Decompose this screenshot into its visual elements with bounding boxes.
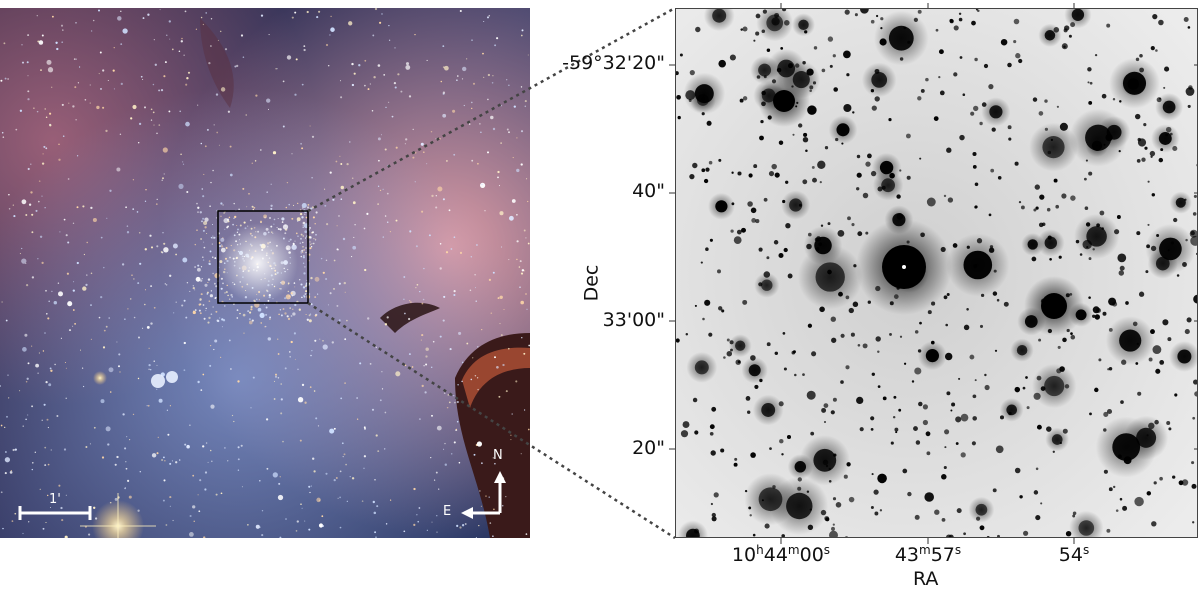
y-tick-label: -59°32'20" [562, 52, 665, 74]
scale-bar-label: 1' [49, 492, 61, 507]
zoomed-grayscale-image [675, 8, 1198, 538]
y-tick-label: 33'00" [602, 309, 665, 331]
y-axis-label: Dec [580, 264, 603, 302]
x-tick-label: 54s [1058, 543, 1090, 566]
nebula-image-svg [0, 8, 530, 538]
carina-field-image: 1' N E [0, 8, 530, 538]
x-tick-label: 43m57s [894, 543, 962, 566]
y-tick-label: 20" [632, 437, 665, 459]
x-axis-label: RA [913, 568, 939, 590]
compass-north-label: N [493, 448, 503, 463]
cluster-core-glow [218, 223, 298, 303]
scale-bar [18, 506, 92, 520]
star-field-inverted [676, 9, 1197, 537]
zoom-region-box [217, 210, 309, 304]
y-tick-label: 40" [632, 180, 665, 202]
x-tick-label: 10h44m00s [731, 543, 831, 566]
compass-east-label: E [443, 504, 452, 519]
zoom-image-svg [676, 9, 1197, 537]
